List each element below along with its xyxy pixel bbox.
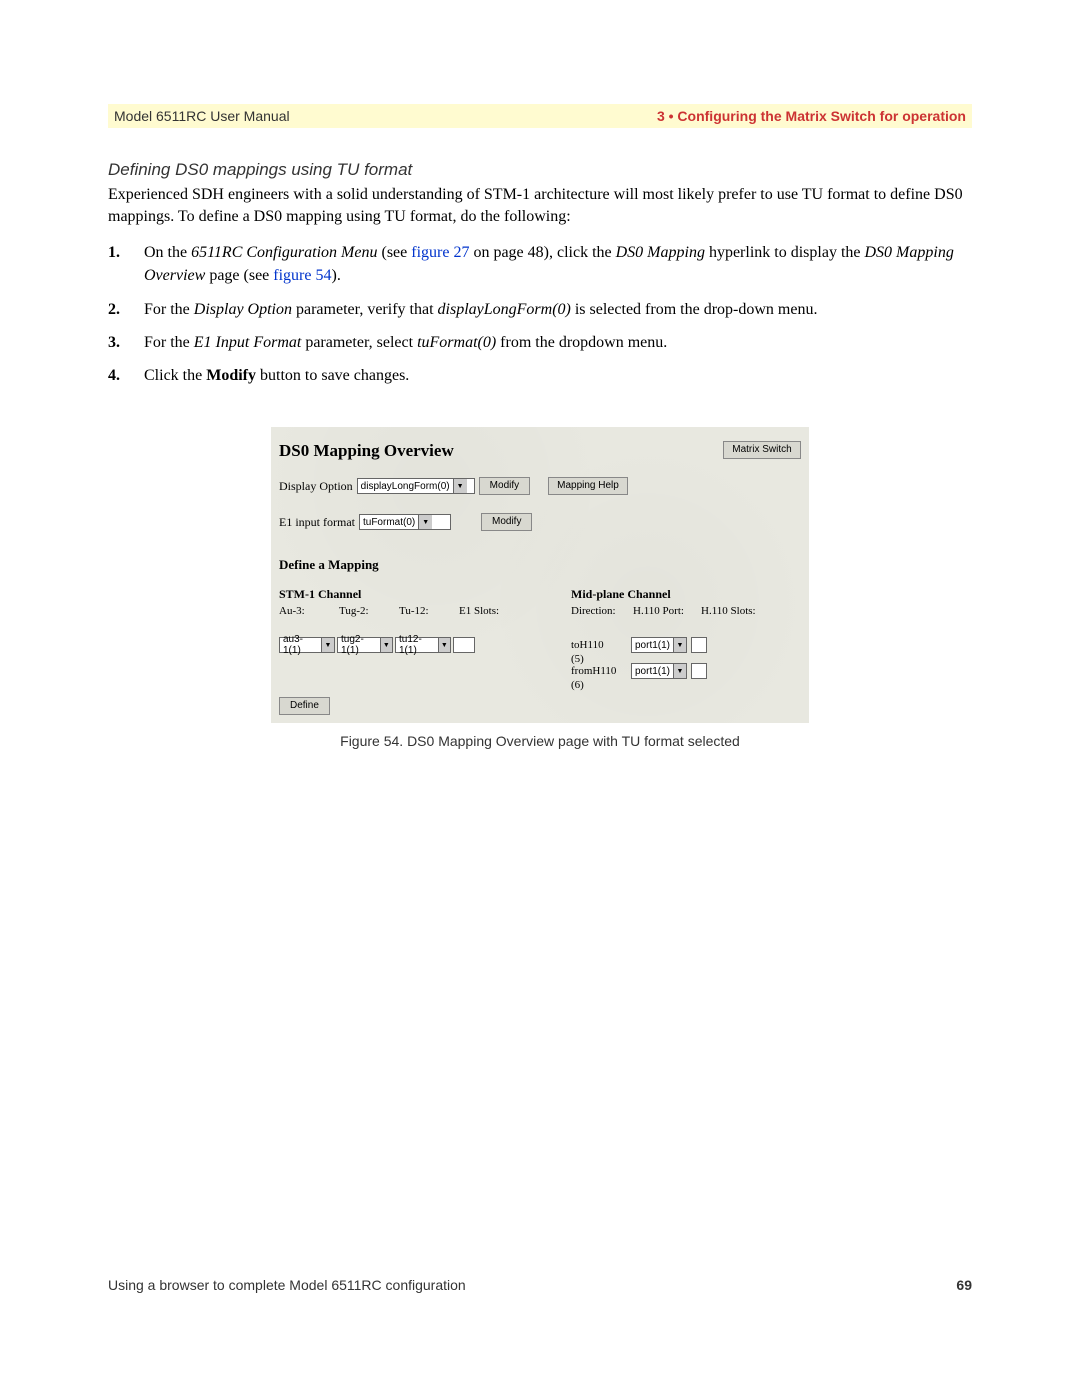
direction-row-to: toH110 (5) port1(1) <box>571 637 707 653</box>
direction-label: fromH110 <box>571 665 616 677</box>
step-2: 2. For the Display Option parameter, ver… <box>108 298 972 321</box>
col-h110-port: H.110 Port: <box>633 605 701 617</box>
ds0-mapping-screenshot: DS0 Mapping Overview Matrix Switch Displ… <box>271 427 809 723</box>
step-number: 4. <box>108 364 120 387</box>
direction-row-from: fromH110 (6) port1(1) <box>571 663 707 679</box>
figure-caption: Figure 54. DS0 Mapping Overview page wit… <box>271 733 809 749</box>
tug2-select[interactable]: tug2-1(1) <box>337 637 393 653</box>
modify-button[interactable]: Modify <box>479 477 530 495</box>
e1-input-select[interactable]: tuFormat(0) <box>359 514 451 530</box>
text-italic: DS0 Mapping <box>616 244 705 261</box>
text: ). <box>331 267 340 284</box>
steps-list: 1. On the 6511RC Configuration Menu (see… <box>108 241 972 387</box>
select-value: tuFormat(0) <box>363 517 415 528</box>
chevron-down-icon <box>321 638 334 652</box>
text: parameter, select <box>301 334 417 351</box>
text-italic: displayLongForm(0) <box>438 301 571 318</box>
page-number: 69 <box>956 1277 972 1293</box>
matrix-switch-button[interactable]: Matrix Switch <box>723 441 801 459</box>
page-header: Model 6511RC User Manual 3 • Configuring… <box>108 104 972 128</box>
select-value: au3-1(1) <box>283 634 318 656</box>
col-e1slots: E1 Slots: <box>459 605 519 617</box>
h110-port-select[interactable]: port1(1) <box>631 637 687 653</box>
h110-slots-input[interactable] <box>691 663 707 679</box>
text-italic: Display Option <box>194 301 292 318</box>
e1-slots-input[interactable] <box>453 637 475 653</box>
main-content: Defining DS0 mappings using TU format Ex… <box>108 160 972 749</box>
text: (see <box>377 244 411 261</box>
figure-54: DS0 Mapping Overview Matrix Switch Displ… <box>271 427 809 749</box>
text-bold: Modify <box>206 367 256 384</box>
text: hyperlink to display the <box>705 244 865 261</box>
stm-select-row: au3-1(1) tug2-1(1) tu12-1(1) <box>279 637 475 653</box>
col-au3: Au-3: <box>279 605 339 617</box>
col-direction: Direction: <box>571 605 633 617</box>
col-tu12: Tu-12: <box>399 605 459 617</box>
select-value: tu12-1(1) <box>399 634 435 656</box>
header-left: Model 6511RC User Manual <box>114 108 290 124</box>
e1-input-row: E1 input format tuFormat(0) Modify <box>279 513 532 531</box>
display-option-label: Display Option <box>279 479 353 494</box>
e1-input-label: E1 input format <box>279 515 355 530</box>
step-4: 4. Click the Modify button to save chang… <box>108 364 972 387</box>
step-3: 3. For the E1 Input Format parameter, se… <box>108 331 972 354</box>
step-number: 3. <box>108 331 120 354</box>
stm1-channel-label: STM-1 Channel <box>279 587 361 602</box>
chevron-down-icon <box>673 638 686 652</box>
display-option-row: Display Option displayLongForm(0) Modify… <box>279 477 628 495</box>
section-title: Defining DS0 mappings using TU format <box>108 160 972 180</box>
text: On the <box>144 244 191 261</box>
text-italic: tuFormat(0) <box>417 334 496 351</box>
select-value: port1(1) <box>635 666 670 677</box>
text: page (see <box>205 267 273 284</box>
chevron-down-icon <box>438 638 450 652</box>
text: on page 48), click the <box>469 244 615 261</box>
display-option-select[interactable]: displayLongForm(0) <box>357 478 475 494</box>
step-1: 1. On the 6511RC Configuration Menu (see… <box>108 241 972 287</box>
select-value: displayLongForm(0) <box>361 481 450 492</box>
footer-text: Using a browser to complete Model 6511RC… <box>108 1277 466 1293</box>
text: Click the <box>144 367 206 384</box>
step-number: 2. <box>108 298 120 321</box>
modify-button[interactable]: Modify <box>481 513 532 531</box>
text: For the <box>144 301 194 318</box>
mid-columns: Direction: H.110 Port: H.110 Slots: <box>571 605 771 617</box>
chevron-down-icon <box>380 638 392 652</box>
text: is selected from the drop-down menu. <box>571 301 818 318</box>
direction-sub: (6) <box>571 679 584 691</box>
figure-link[interactable]: figure 54 <box>273 267 331 284</box>
col-h110-slots: H.110 Slots: <box>701 605 771 617</box>
midplane-channel-label: Mid-plane Channel <box>571 587 671 602</box>
intro-paragraph: Experienced SDH engineers with a solid u… <box>108 184 972 227</box>
tu12-select[interactable]: tu12-1(1) <box>395 637 451 653</box>
screenshot-title: DS0 Mapping Overview <box>279 441 454 461</box>
au3-select[interactable]: au3-1(1) <box>279 637 335 653</box>
page-footer: Using a browser to complete Model 6511RC… <box>108 1277 972 1293</box>
mapping-help-button[interactable]: Mapping Help <box>548 477 628 495</box>
select-value: tug2-1(1) <box>341 634 377 656</box>
chevron-down-icon <box>673 664 686 678</box>
figure-link[interactable]: figure 27 <box>411 244 469 261</box>
col-tug2: Tug-2: <box>339 605 399 617</box>
text-italic: 6511RC Configuration Menu <box>191 244 377 261</box>
chevron-down-icon <box>418 515 432 529</box>
text: button to save changes. <box>256 367 409 384</box>
text-italic: E1 Input Format <box>194 334 302 351</box>
h110-port-select[interactable]: port1(1) <box>631 663 687 679</box>
text: For the <box>144 334 194 351</box>
define-button[interactable]: Define <box>279 697 330 715</box>
define-mapping-title: Define a Mapping <box>279 557 379 573</box>
h110-slots-input[interactable] <box>691 637 707 653</box>
select-value: port1(1) <box>635 640 670 651</box>
direction-label: toH110 <box>571 639 604 651</box>
step-number: 1. <box>108 241 120 264</box>
chevron-down-icon <box>453 479 467 493</box>
header-right: 3 • Configuring the Matrix Switch for op… <box>657 108 966 124</box>
text: from the dropdown menu. <box>496 334 667 351</box>
text: parameter, verify that <box>292 301 438 318</box>
stm-columns: Au-3: Tug-2: Tu-12: E1 Slots: <box>279 605 519 617</box>
